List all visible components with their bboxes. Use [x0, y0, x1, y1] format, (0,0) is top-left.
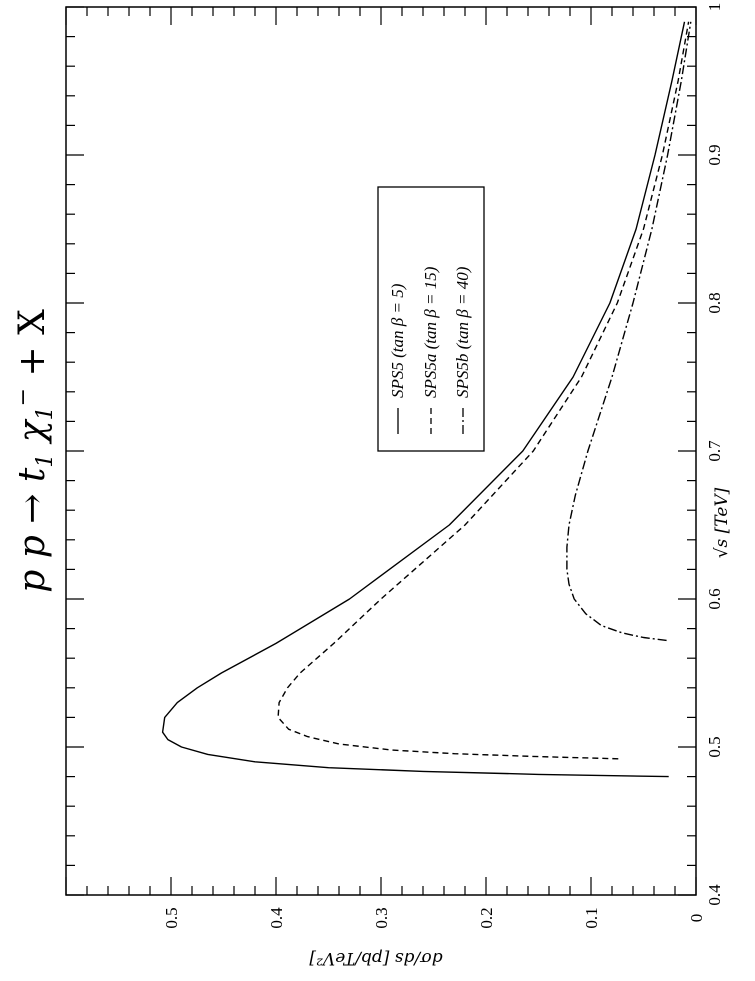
title-chi-sup: − — [11, 388, 36, 406]
x-tick-label: 1 — [705, 3, 724, 12]
legend: SPS5 (tan β = 5) SPS5a (tan β = 15) SPS5b … — [377, 186, 485, 452]
title-lead: p p → — [12, 482, 53, 593]
y-tick-label: 0.5 — [162, 907, 181, 928]
legend-box — [377, 186, 485, 452]
y-axis-label: dσ/ds [pb/TeV²] — [309, 948, 443, 968]
title-chi: χ — [12, 418, 53, 453]
x-tick-label: 0.9 — [705, 144, 724, 165]
x-axis-label: √s [TeV] — [712, 487, 732, 558]
title-chi-sub: 1 — [33, 406, 58, 420]
series-line-3 — [566, 21, 692, 642]
y-tick-label: 0.4 — [267, 907, 286, 929]
series-line-2 — [277, 21, 690, 760]
legend-entries: SPS5 (tan β = 5) SPS5a (tan β = 15) SPS5b … — [388, 266, 472, 434]
x-tick-label: 0.4 — [705, 884, 724, 906]
y-tick-label: 0.3 — [372, 907, 391, 928]
x-tick-labels: 0.4 0.5 0.6 0.7 0.8 0.9 1 — [705, 3, 724, 906]
y-tick-label: 0 — [687, 914, 706, 923]
x-tick-label: 0.5 — [705, 736, 724, 757]
x-tick-label: 0.8 — [705, 292, 724, 313]
curves — [161, 21, 692, 778]
x-tick-label: 0.6 — [705, 588, 724, 609]
y-tick-labels: 0 0.1 0.2 0.3 0.4 0.5 — [162, 907, 706, 929]
legend-label-2: SPS5a (tan β = 15) — [421, 266, 440, 398]
title-stop-sub: 1 — [33, 454, 58, 468]
x-tick-label: 0.7 — [705, 440, 724, 462]
chart-title: p p → t1 χ1− + X — [11, 309, 58, 593]
title-stop: t — [12, 467, 53, 482]
series-line-1 — [161, 21, 686, 778]
legend-label-1: SPS5 (tan β = 5) — [388, 283, 407, 398]
y-tick-label: 0.1 — [582, 907, 601, 928]
legend-label-3: SPS5b (tan β = 40) — [453, 266, 472, 398]
title-tail: + X — [12, 309, 53, 388]
axis-ticks — [65, 6, 697, 896]
y-tick-label: 0.2 — [477, 907, 496, 928]
